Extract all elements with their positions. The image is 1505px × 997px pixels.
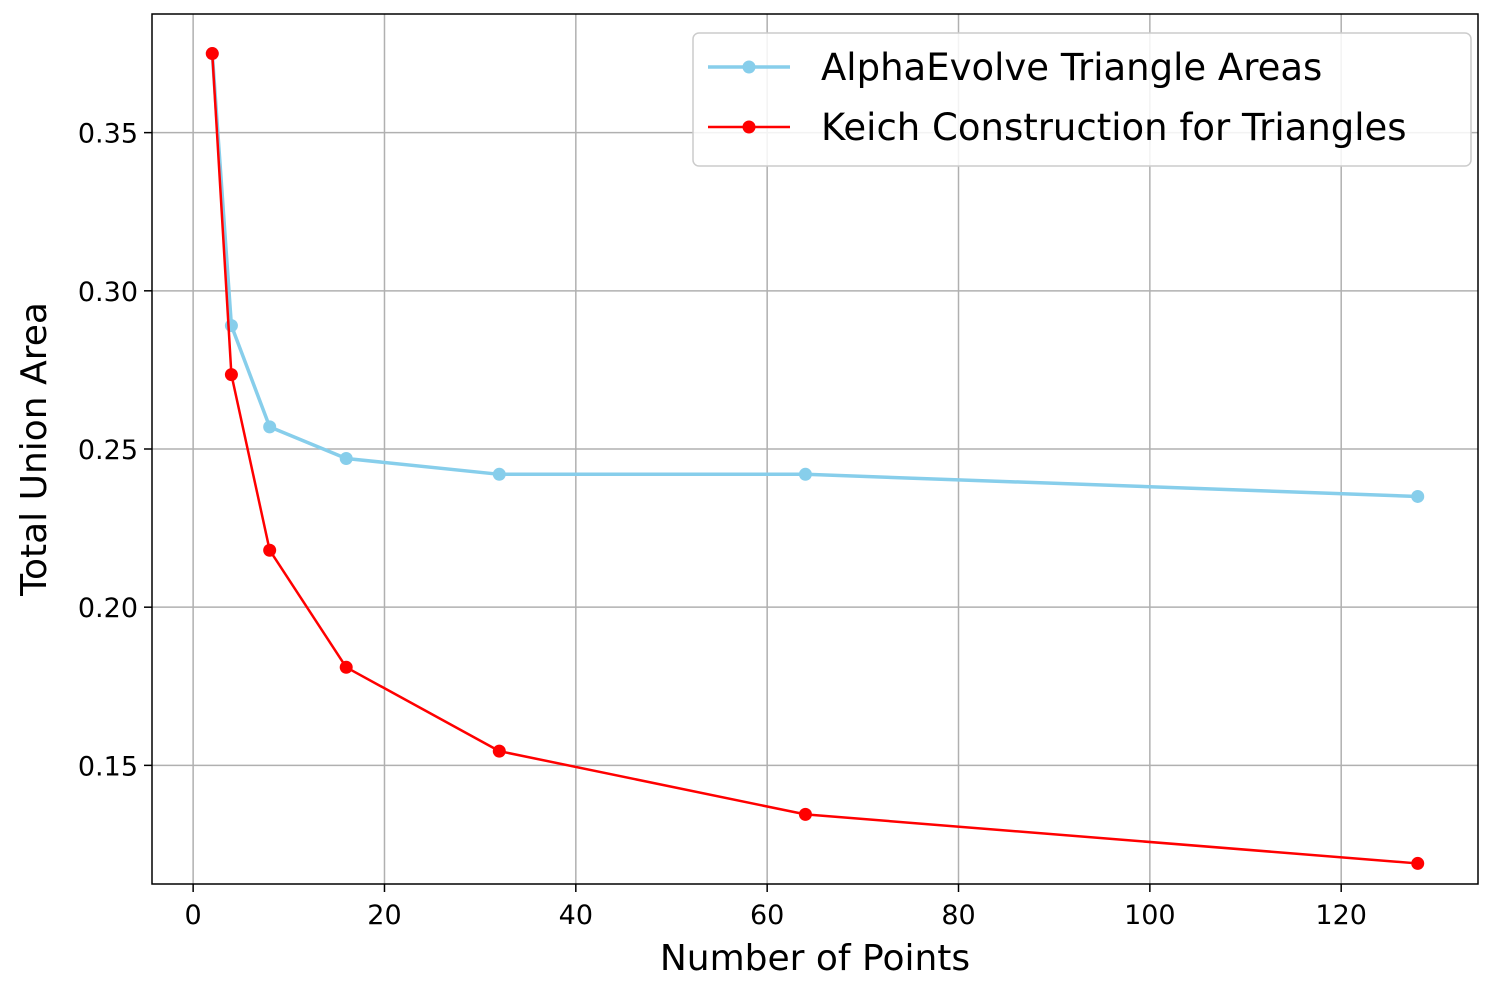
legend-item: AlphaEvolve Triangle Areas (708, 46, 1322, 89)
x-tick-label: 60 (750, 900, 784, 931)
y-tick-label: 0.30 (78, 277, 138, 308)
data-point (224, 368, 238, 382)
legend-item: Keich Construction for Triangles (708, 106, 1407, 149)
legend-swatch-marker (742, 60, 756, 74)
x-axis-label: Number of Points (660, 938, 970, 979)
data-point (263, 420, 277, 434)
x-tick-label: 20 (367, 900, 401, 931)
legend-label: AlphaEvolve Triangle Areas (821, 46, 1322, 89)
grid-lines (152, 14, 1478, 884)
data-point (339, 451, 353, 465)
data-point (339, 660, 353, 674)
y-axis-label: Total Union Area (14, 302, 55, 597)
y-tick-label: 0.35 (78, 119, 138, 150)
series-layer (205, 47, 1425, 870)
y-tick-label: 0.20 (78, 593, 138, 624)
x-tick-label: 0 (185, 900, 202, 931)
data-point (224, 319, 238, 333)
legend-swatch-marker (742, 120, 756, 134)
data-point (205, 47, 219, 61)
series-2 (205, 47, 1425, 870)
data-point (798, 467, 812, 481)
data-point (492, 467, 506, 481)
y-tick-label: 0.25 (78, 435, 138, 466)
x-tick-label: 80 (941, 900, 975, 931)
data-point (263, 543, 277, 557)
data-point (1411, 489, 1425, 503)
data-point (492, 744, 506, 758)
x-tick-label: 40 (559, 900, 593, 931)
x-tick-label: 120 (1315, 900, 1367, 931)
legend-box (692, 32, 1472, 167)
data-point (798, 807, 812, 821)
data-point (1411, 856, 1425, 870)
x-tick-label: 100 (1124, 900, 1176, 931)
axis-ticks: 0 20 40 60 80 100 120 0.15 0.20 0.25 0.30 0.35 (78, 119, 1367, 931)
legend: AlphaEvolve Triangle Areas Keich Construc… (692, 32, 1472, 167)
legend-label: Keich Construction for Triangles (821, 106, 1407, 149)
y-tick-label: 0.15 (78, 751, 138, 782)
